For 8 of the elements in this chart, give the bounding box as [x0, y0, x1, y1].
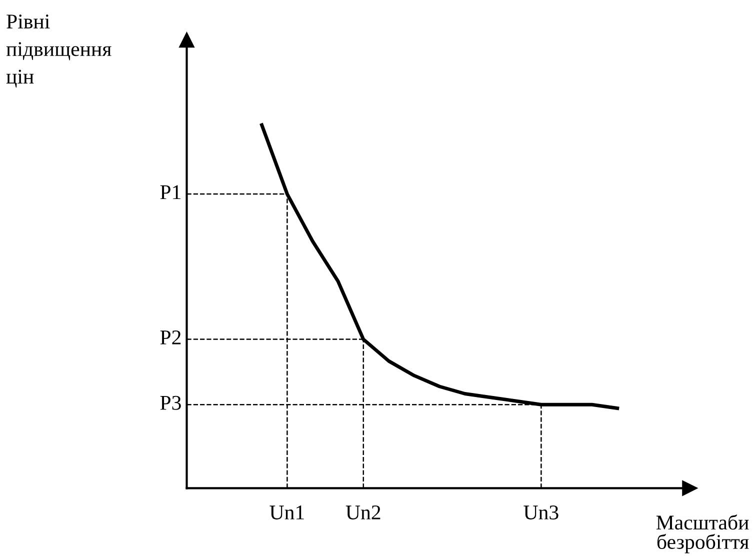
text: Рівні підвищення цін: [6, 14, 112, 88]
ref-line-label: P2: [160, 330, 181, 344]
ref-line-label: P3: [160, 396, 181, 410]
x-axis-title: Масштаби безробіття: [656, 514, 749, 554]
x-tick-label: Un2: [346, 505, 380, 520]
x-tick-label: Un1: [270, 506, 304, 520]
x-tick-label: Un3: [524, 505, 558, 520]
ref-line-label: P1: [160, 185, 180, 200]
